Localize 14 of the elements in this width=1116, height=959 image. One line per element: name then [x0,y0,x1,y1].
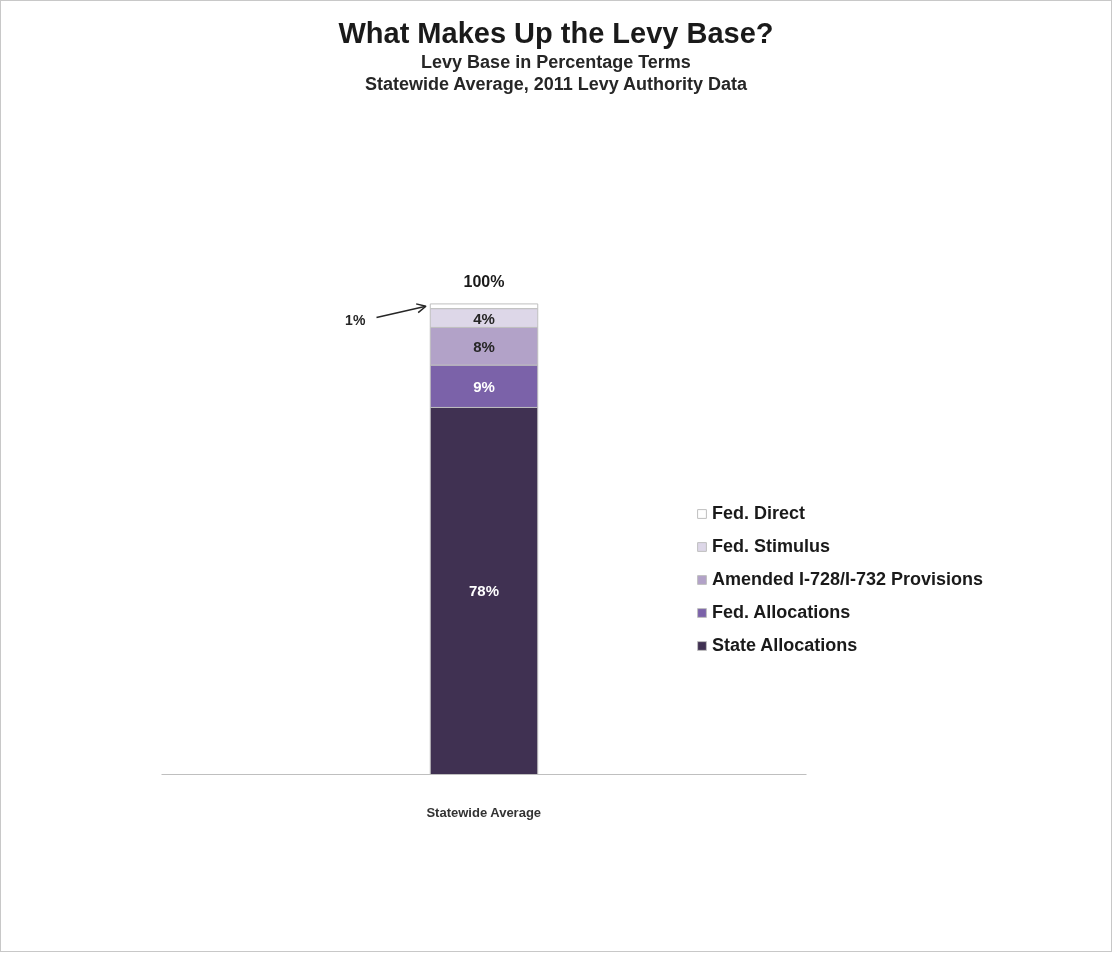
data-label: 1% [345,312,366,329]
chart-subtitle: Levy Base in Percentage Terms Statewide Average, 2011 Levy Authority Data [363,51,749,95]
legend-label: Fed. Allocations [712,602,851,623]
legend-label: State Allocations [712,635,858,656]
x-tick-label: Statewide Average [426,804,542,820]
chart-title: What Makes Up the Levy Base? [338,16,774,51]
total-label: 100% [463,272,505,290]
legend-label: Fed. Stimulus [712,536,831,557]
data-label: 4% [473,309,495,327]
legend-label: Fed. Direct [712,503,806,524]
data-label: 8% [473,337,495,355]
data-label: 9% [473,377,495,395]
legend-label: Amended I-728/I-732 Provisions [712,569,984,590]
data-label: 78% [468,582,500,600]
